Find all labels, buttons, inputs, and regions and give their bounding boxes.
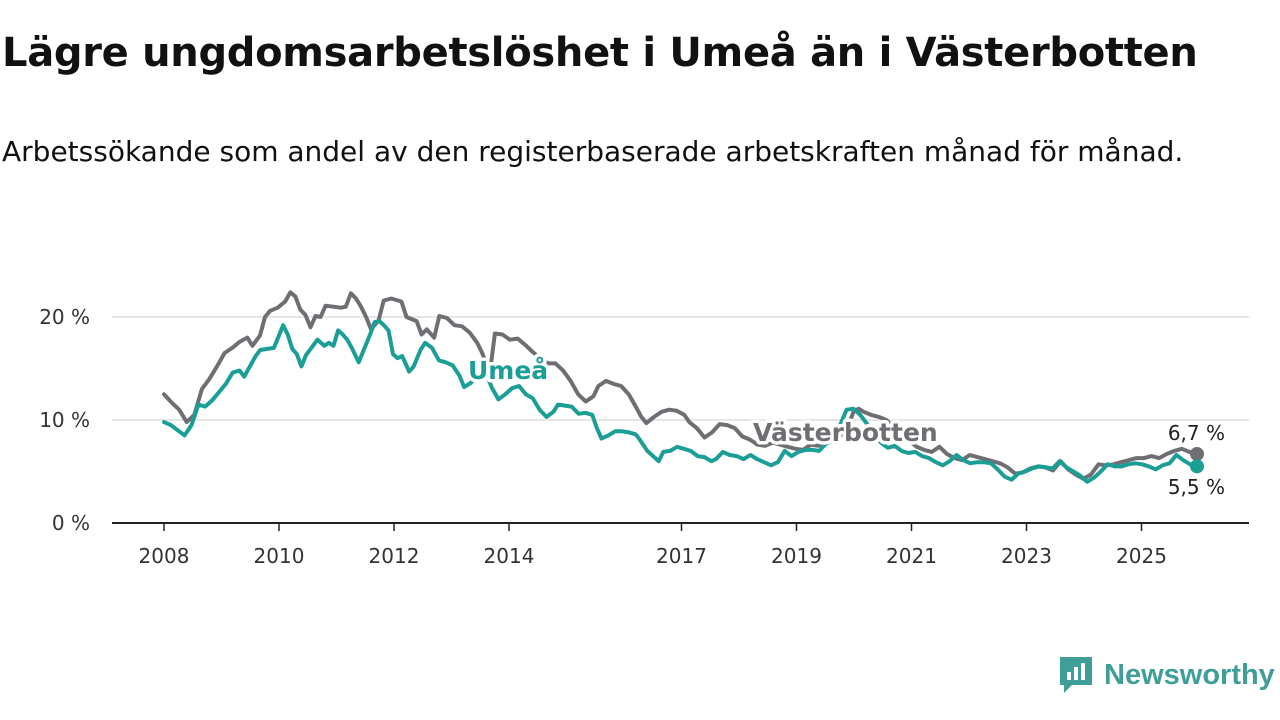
chart-subtitle: Arbetssökande som andel av den registerb… [2,135,1184,168]
x-tick-label: 2025 [1116,544,1167,568]
chart-title: Lägre ungdomsarbetslöshet i Umeå än i Vä… [2,30,1198,76]
y-axis-ticks: 0 % 10 % 20 % [39,305,90,535]
series-labels: Västerbotten 6,7 % Umeå 5,5 % [465,353,1228,502]
vasterbotten-series-label: Västerbotten [753,418,938,447]
x-tick-label: 2021 [886,544,937,568]
y-tick-label: 10 % [39,408,90,432]
umea-line [162,319,1199,484]
x-axis-ticks: 2008 2010 2012 2014 2017 2019 2021 2023 2025 [139,523,1167,568]
vasterbotten-end-label: 6,7 % [1168,421,1225,445]
umea-series-label: Umeå [468,356,548,385]
vasterbotten-line [162,290,1199,481]
x-tick-label: 2019 [771,544,822,568]
newsworthy-logo-icon [1060,657,1092,693]
x-tick-label: 2008 [139,544,190,568]
brand-logo: Newsworthy [1058,655,1275,695]
umea-end-label: 5,5 % [1168,475,1225,499]
y-tick-label: 0 % [52,511,90,535]
brand-name: Newsworthy [1104,658,1275,691]
series-lines [162,290,1204,484]
x-tick-label: 2017 [656,544,707,568]
grid-lines [112,316,1249,421]
x-tick-label: 2012 [369,544,420,568]
y-tick-label: 20 % [39,305,90,329]
umea-end-point [1190,459,1204,474]
x-tick-label: 2014 [484,544,535,568]
vasterbotten-end-point [1190,446,1204,461]
x-tick-label: 2023 [1001,544,1052,568]
x-tick-label: 2010 [254,544,305,568]
